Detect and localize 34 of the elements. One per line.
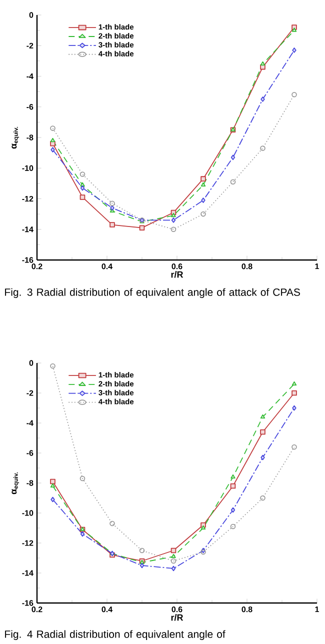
y-tick-label: -16 [22,257,34,263]
y-tick-label: -6 [26,450,34,456]
y-tick-label: -8 [26,134,34,140]
x-tick-label: 0.8 [242,264,252,270]
x-axis-title: r/R [171,271,184,278]
x-tick-label: 0.8 [242,606,252,612]
x-tick-label: 0.2 [32,264,42,270]
x-tick-label: 0.4 [102,264,113,270]
y-axis-title: α$_{equiv.}$ [12,126,20,149]
y-tick-label: -8 [26,480,34,486]
y-tick-label: 0 [29,12,34,18]
x-tick-label: 0.6 [172,264,182,270]
y-tick-label: -2 [26,42,34,48]
x-tick-label: 1 [315,606,319,612]
y-tick-label: 0 [29,360,34,366]
y-tick-label: -6 [26,104,34,110]
y-tick-label: -14 [22,226,34,232]
y-tick-label: -16 [22,600,34,606]
y-tick-label: -12 [22,540,34,546]
y-tick-label: -4 [26,420,34,426]
x-tick-label: 0.6 [172,606,182,612]
y-axis-title: α$_{equiv.}$ [12,472,20,494]
y-tick-label: -12 [22,196,34,202]
y-tick-label: -10 [22,510,34,516]
x-tick-label: 1 [315,264,319,270]
y-tick-label: -2 [26,390,34,396]
caption: Fig. 3 Radial distribution of equivalent angle of attack of CPAS [5,288,300,298]
x-tick-label: 0.2 [32,606,42,612]
x-tick-label: 0.4 [102,606,113,612]
y-tick-label: -10 [22,165,34,171]
y-tick-label: -4 [26,73,34,79]
caption: Fig. 4 Radial distribution of equivalent angle of [5,630,226,640]
y-tick-label: -14 [22,570,34,576]
x-axis-title: r/R [171,614,184,621]
